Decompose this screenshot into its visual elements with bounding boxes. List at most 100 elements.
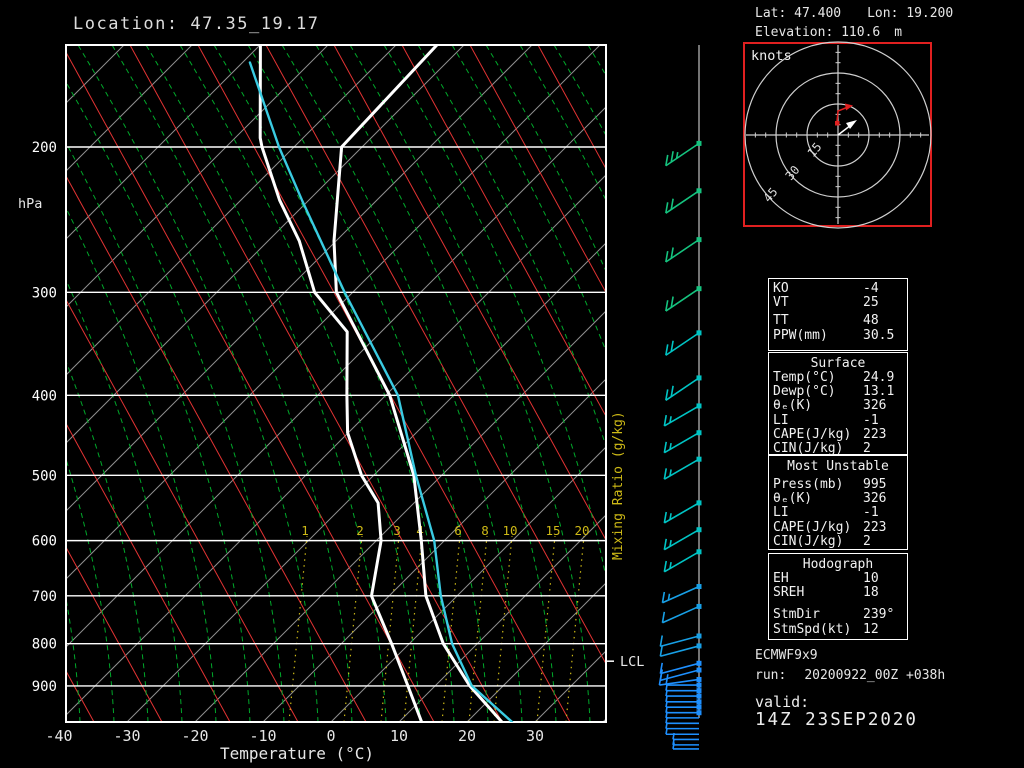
barb-station-dot xyxy=(696,682,702,688)
temp-tick-label: -30 xyxy=(113,727,140,745)
moist-adiabat-line xyxy=(417,45,606,449)
stat-label: CIN(J/kg) xyxy=(773,441,844,457)
barb-station-dot xyxy=(696,456,702,462)
dry-adiabat-line xyxy=(537,45,606,170)
storm-motion-arrowhead xyxy=(846,120,857,129)
model-name: ECMWF9x9 xyxy=(755,648,818,663)
elevation-line: Elevation: 110.6 m xyxy=(755,23,953,42)
stat-label: θₑ(K) xyxy=(773,398,813,414)
dry-adiabat-line xyxy=(469,45,606,294)
mixing-ratio-line xyxy=(343,535,363,722)
hodograph-ring-label: 45 xyxy=(761,185,781,205)
skewt-background-lines xyxy=(66,45,1024,722)
stat-label: KO xyxy=(773,281,789,296)
isotherm-line xyxy=(66,45,193,172)
barb-station-dot xyxy=(696,237,702,243)
mixing-ratio-value-label: 15 xyxy=(545,523,560,538)
barb-station-dot xyxy=(696,500,702,506)
pressure-tick-label: 900 xyxy=(32,679,57,695)
barb-station-dot xyxy=(696,140,702,146)
temp-tick-label: 10 xyxy=(390,727,408,745)
wind-barb xyxy=(659,633,702,648)
mixing-ratio-value-label: 20 xyxy=(574,523,589,538)
barb-station-dot xyxy=(696,188,702,194)
stat-value: 326 xyxy=(863,398,887,414)
mixing-ratio-value-label: 6 xyxy=(454,523,462,538)
isotherm-line xyxy=(66,106,606,648)
lon-value: 19.200 xyxy=(906,6,954,21)
dry-adiabat-line xyxy=(401,45,606,418)
wind-barb xyxy=(663,456,702,480)
stat-label: VT xyxy=(773,295,789,311)
barb-station-dot xyxy=(696,633,702,639)
lat-value: 47.400 xyxy=(794,6,842,21)
stat-label: StmDir xyxy=(773,607,820,623)
moist-adiabat-line xyxy=(826,45,1024,722)
wind-barb xyxy=(661,603,702,624)
stat-row: EH 10 xyxy=(773,571,903,586)
mixing-ratio-line xyxy=(403,535,423,722)
virtual_temperature-curve xyxy=(248,61,514,722)
stat-value: 326 xyxy=(863,491,887,507)
temp-tick-label: 20 xyxy=(458,727,476,745)
mixing-ratio-line xyxy=(468,535,488,722)
dry-adiabat-line xyxy=(66,174,367,722)
stat-value: 2 xyxy=(863,533,871,549)
stat-value: 24.9 xyxy=(863,370,895,385)
stat-label: SREH xyxy=(773,585,805,601)
stat-row: TT 48 xyxy=(773,314,903,328)
wind-barb xyxy=(665,700,702,710)
moist-adiabat-line xyxy=(247,45,489,722)
wind-barb xyxy=(665,674,702,688)
moist-adiabat-line xyxy=(519,45,606,202)
mixing-ratio-line xyxy=(380,535,400,722)
barb-station-dot xyxy=(696,527,702,533)
wind-barb xyxy=(665,727,699,736)
barb-station-dot xyxy=(696,676,702,682)
stat-row: Temp(°C) 24.9 xyxy=(773,370,903,385)
isotherm-line xyxy=(194,310,606,722)
isotherm-line xyxy=(739,45,1024,722)
stat-value: 48 xyxy=(863,313,879,329)
hodograph-box-header: Hodograph xyxy=(802,557,874,572)
mixing-ratio-value-label: 1 xyxy=(301,523,309,538)
mixing-ratio-axis-title: Mixing Ratio (g/kg) xyxy=(611,411,626,560)
mixing-ratio-line xyxy=(441,535,461,722)
stat-label: θₑ(K) xyxy=(773,491,813,507)
stat-row: SREH 18 xyxy=(773,586,903,600)
sounding-curves xyxy=(248,45,514,722)
dry-adiabat-line xyxy=(265,45,606,665)
moist-adiabat-line xyxy=(145,45,387,722)
temp-axis-title: Temperature (°C) xyxy=(220,744,374,763)
barb-station-dot xyxy=(696,430,702,436)
isotherm-line xyxy=(66,174,606,716)
barb-station-dot xyxy=(696,643,702,649)
moist-adiabat-line xyxy=(315,45,557,722)
moist-adiabat-line xyxy=(77,45,319,722)
valid-value: 14Z 23SEP2020 xyxy=(755,710,918,730)
moist-adiabat-line xyxy=(758,45,998,722)
stat-row: LI -1 xyxy=(773,506,903,520)
moist-adiabat-line xyxy=(622,45,862,722)
moist-adiabat-line xyxy=(66,207,217,722)
stat-value: 25 xyxy=(863,295,879,311)
barb-station-dot xyxy=(696,693,702,699)
wind-barb xyxy=(665,716,699,725)
moist-adiabat-line xyxy=(860,45,1024,722)
most-unstable-box-header: Most Unstable xyxy=(787,459,889,474)
dry-adiabat-line xyxy=(66,546,163,722)
hodograph-trace xyxy=(836,106,849,123)
dry-adiabat-line xyxy=(129,45,503,722)
stat-value: -1 xyxy=(863,505,879,521)
lat-label: Lat: xyxy=(755,6,787,21)
pressure-tick-label: 700 xyxy=(32,589,57,605)
elevation-label: Elevation: xyxy=(755,25,834,40)
barb-station-dot xyxy=(696,688,702,694)
stat-row: StmSpd(kt) 12 xyxy=(773,622,903,637)
valid-label: valid: xyxy=(755,693,810,711)
wind-barb xyxy=(663,430,702,454)
pressure-tick-label: 600 xyxy=(32,534,57,550)
moist-adiabat-line xyxy=(66,81,285,722)
